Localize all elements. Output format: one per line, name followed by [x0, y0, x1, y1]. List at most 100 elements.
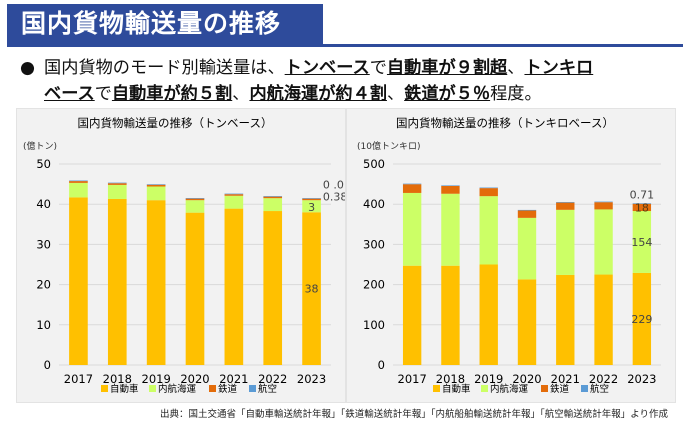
legend-label: 鉄道 — [218, 383, 238, 395]
bar-segment-2020-鉄道 — [185, 198, 205, 201]
bar-segment-2021-自動車 — [556, 274, 575, 365]
bar-segment-2023-航空 — [632, 203, 652, 204]
page-title: 国内貨物輸送量の推移 — [7, 4, 323, 44]
bar-segment-2022-航空 — [263, 196, 283, 197]
bar-segment-2019-鉄道 — [146, 184, 166, 187]
y-tick-label: 20 — [36, 278, 51, 292]
summary-text-part: 、 — [386, 84, 405, 104]
bar-segment-2019-航空 — [146, 184, 166, 185]
summary-text: ● 国内貨物のモード別輸送量は、トンベースで自動車が９割超、トンキロ ベースで自動… — [20, 55, 685, 107]
x-tick-label: 2017 — [398, 372, 427, 386]
bar-segment-2021-内航海運 — [556, 209, 575, 275]
bar-segment-2019-航空 — [479, 187, 498, 189]
source-note: 出典：国土交通省「自動車輸送統計年報」「鉄道輸送統計年報」「内航船舶輸送統計年報… — [159, 409, 668, 420]
title-underline — [7, 44, 683, 47]
bar-segment-2020-鉄道 — [517, 210, 537, 218]
summary-emphasis: ベース — [44, 84, 95, 104]
x-tick-label: 2018 — [436, 372, 465, 386]
summary-emphasis: トンキロ — [524, 58, 594, 78]
bar-segment-2022-鉄道 — [594, 202, 613, 210]
x-tick-label: 2018 — [103, 372, 132, 386]
bar-segment-2021-鉄道 — [556, 202, 575, 210]
bar-segment-2017-航空 — [402, 183, 422, 185]
x-tick-label: 2020 — [512, 372, 541, 386]
summary-text-part: 国内貨物のモード別輸送量は、 — [44, 58, 285, 78]
bar-segment-2020-自動車 — [185, 212, 205, 365]
data-label: 3 — [308, 201, 315, 214]
x-tick-label: 2022 — [589, 372, 618, 386]
y-tick-label: 40 — [36, 197, 51, 211]
y-tick-label: 500 — [363, 157, 385, 171]
legend-label: 自動車 — [110, 383, 139, 395]
x-tick-label: 2021 — [551, 372, 580, 386]
data-label: 38 — [305, 283, 319, 296]
data-label: 0 .01 — [323, 179, 345, 192]
summary-text-part: 、 — [507, 58, 525, 78]
summary-emphasis: 自動車が約５割 — [111, 84, 233, 104]
chart-panel-ton: 国内貨物輸送量の推移（トンベース） (億トン) 0 10 20 30 40 50 2017 201… — [16, 108, 351, 403]
bar-segment-2021-航空 — [224, 193, 244, 195]
chart-panel-tonkilo: 国内貨物輸送量の推移（トンキロベース） (10億トンキロ) 0 100 200 300 40… — [346, 108, 676, 403]
bar-segment-2021-鉄道 — [224, 194, 244, 196]
bar-segment-2022-鉄道 — [263, 196, 283, 199]
bar-segment-2021-自動車 — [224, 208, 244, 365]
bar-segment-2019-自動車 — [479, 264, 498, 365]
data-label: 229 — [631, 313, 652, 326]
summary-text-part: で — [94, 84, 112, 104]
data-label: 0.38 — [323, 191, 345, 204]
legend-label: 鉄道 — [550, 383, 570, 395]
x-tick-label: 2023 — [627, 372, 656, 386]
chart-ton-svg: 国内貨物輸送量の推移（トンベース） (億トン) 0 10 20 30 40 50 2017 201… — [23, 116, 351, 395]
y-unit-label: (10億トンキロ) — [357, 140, 420, 152]
legend-label: 内航海運 — [158, 383, 197, 395]
summary-line-1-text: 国内貨物のモード別輸送量は、トンベースで自動車が９割超、トンキロ — [44, 58, 593, 78]
summary-emphasis: 自動車が９割超 — [386, 58, 508, 78]
bar-segment-2020-航空 — [517, 209, 537, 211]
bar-segment-2022-内航海運 — [594, 209, 613, 275]
bar-segment-2023-内航海運 — [632, 211, 652, 273]
bar-segment-2018-航空 — [441, 185, 460, 186]
bar-segment-2019-自動車 — [146, 200, 166, 365]
bullet-icon: ● — [20, 58, 35, 78]
data-label: 154 — [631, 236, 652, 249]
legend-swatch — [209, 385, 216, 392]
y-tick-label: 0 — [378, 358, 385, 372]
y-tick-label: 200 — [363, 278, 385, 292]
bar-segment-2018-内航海運 — [107, 184, 127, 199]
bar-segment-2019-内航海運 — [479, 196, 498, 265]
summary-line-1: ● 国内貨物のモード別輸送量は、トンベースで自動車が９割超、トンキロ — [20, 55, 685, 81]
y-tick-label: 400 — [363, 197, 385, 211]
bar-segment-2019-鉄道 — [479, 188, 498, 197]
legend-swatch — [541, 385, 548, 392]
x-tick-label: 2020 — [180, 372, 209, 386]
legend-label: 航空 — [258, 383, 277, 395]
bar-segment-2017-内航海運 — [69, 182, 88, 198]
bar-segment-2018-内航海運 — [441, 193, 460, 266]
summary-emphasis: トンベース — [284, 58, 370, 78]
bar-segment-2018-鉄道 — [107, 183, 127, 185]
legend-label: 航空 — [590, 383, 609, 395]
y-tick-label: 300 — [363, 237, 385, 251]
bar-segment-2022-自動車 — [594, 274, 613, 365]
y-tick-label: 50 — [36, 157, 51, 171]
summary-text-part: で — [369, 58, 387, 78]
legend-swatch — [481, 385, 488, 392]
x-tick-label: 2021 — [219, 372, 248, 386]
bar-segment-2020-航空 — [185, 198, 205, 199]
legend-label: 自動車 — [442, 383, 471, 395]
data-label: 18 — [635, 201, 649, 214]
x-tick-label: 2019 — [142, 372, 171, 386]
legend-swatch — [249, 385, 256, 392]
summary-line-2: ベースで自動車が約５割、内航海運が約４割、鉄道が５％程度。 — [20, 81, 685, 107]
bar-segment-2017-内航海運 — [402, 192, 422, 266]
bar-segment-2017-鉄道 — [402, 184, 422, 193]
chart-title: 国内貨物輸送量の推移（トンキロベース） — [396, 116, 614, 130]
bar-segment-2017-自動車 — [69, 197, 88, 365]
x-tick-label: 2017 — [64, 372, 93, 386]
chart-tonkilo-svg: 国内貨物輸送量の推移（トンキロベース） (10億トンキロ) 0 100 200 300 40… — [357, 116, 661, 395]
bar-segment-2020-内航海運 — [517, 217, 537, 280]
summary-text-part: 、 — [232, 84, 250, 104]
y-tick-label: 10 — [36, 318, 51, 332]
bar-segment-2023-自動車 — [302, 212, 321, 365]
